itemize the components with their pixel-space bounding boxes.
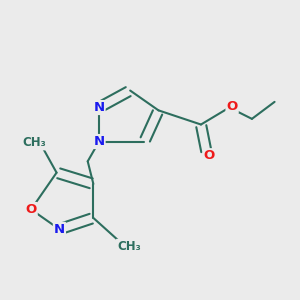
Text: N: N xyxy=(94,101,105,114)
Text: O: O xyxy=(26,203,37,216)
Text: CH₃: CH₃ xyxy=(117,240,141,253)
Text: N: N xyxy=(54,223,65,236)
Text: CH₃: CH₃ xyxy=(22,136,46,149)
Text: N: N xyxy=(94,135,105,148)
Text: O: O xyxy=(204,149,215,162)
Text: O: O xyxy=(226,100,238,112)
